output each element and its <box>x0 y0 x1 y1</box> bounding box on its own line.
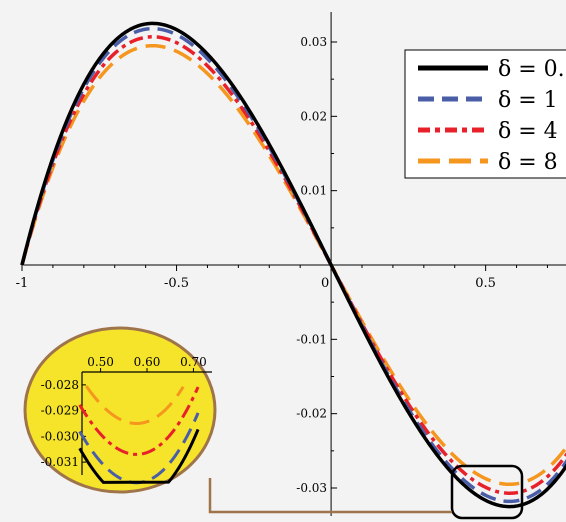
inset-y-tick-label: -0.030 <box>41 429 79 443</box>
zoom-box <box>450 464 524 520</box>
y-tick-label: 0.02 <box>300 109 327 123</box>
inset-x-tick-label: 0.70 <box>180 355 207 369</box>
inset-y-tick-label: -0.031 <box>41 455 79 469</box>
series-line <box>20 26 566 504</box>
inset-series-line <box>78 428 200 484</box>
series-line <box>20 21 566 509</box>
y-tick-label: 0.03 <box>300 35 327 49</box>
inset-x-tick-label: 0.50 <box>87 355 114 369</box>
inset-series-line <box>78 386 200 456</box>
y-tick-label: -0.01 <box>296 332 327 346</box>
inset-ellipse <box>23 326 217 494</box>
inset-x-tick-label: 0.60 <box>134 355 161 369</box>
legend-label: δ = 1 <box>498 88 558 113</box>
legend-label: δ = 8 <box>498 150 558 175</box>
y-tick-label: -0.03 <box>296 481 327 495</box>
legend-label: δ = 4 <box>498 119 558 144</box>
axes: -1 -0.5 0 0.5 0.03 0.02 0.01 -0.01 -0.02 -0.03 <box>16 12 566 516</box>
inset-y-tick-label: -0.028 <box>41 378 79 392</box>
legend-label: δ = 0. <box>498 57 565 82</box>
x-tick-label: -0.5 <box>164 276 189 291</box>
legend-box <box>404 49 566 179</box>
legend: δ = 0. δ = 1 δ = 4 δ = 8 <box>404 49 566 179</box>
x-tick-label: 0.5 <box>475 276 496 291</box>
zoom-callout: 0.50 0.60 0.70 -0.028 -0.029 -0.030 -0.031 <box>23 326 524 520</box>
curves <box>20 21 566 509</box>
y-tick-label: -0.02 <box>296 407 327 421</box>
zoom-connector <box>208 478 452 514</box>
x-tick-label: -1 <box>16 276 29 291</box>
x-tick-label: 0 <box>321 276 329 291</box>
inset-series-line <box>85 385 185 425</box>
y-tick-label: 0.01 <box>300 184 327 198</box>
inset-y-tick-label: -0.029 <box>41 404 79 418</box>
